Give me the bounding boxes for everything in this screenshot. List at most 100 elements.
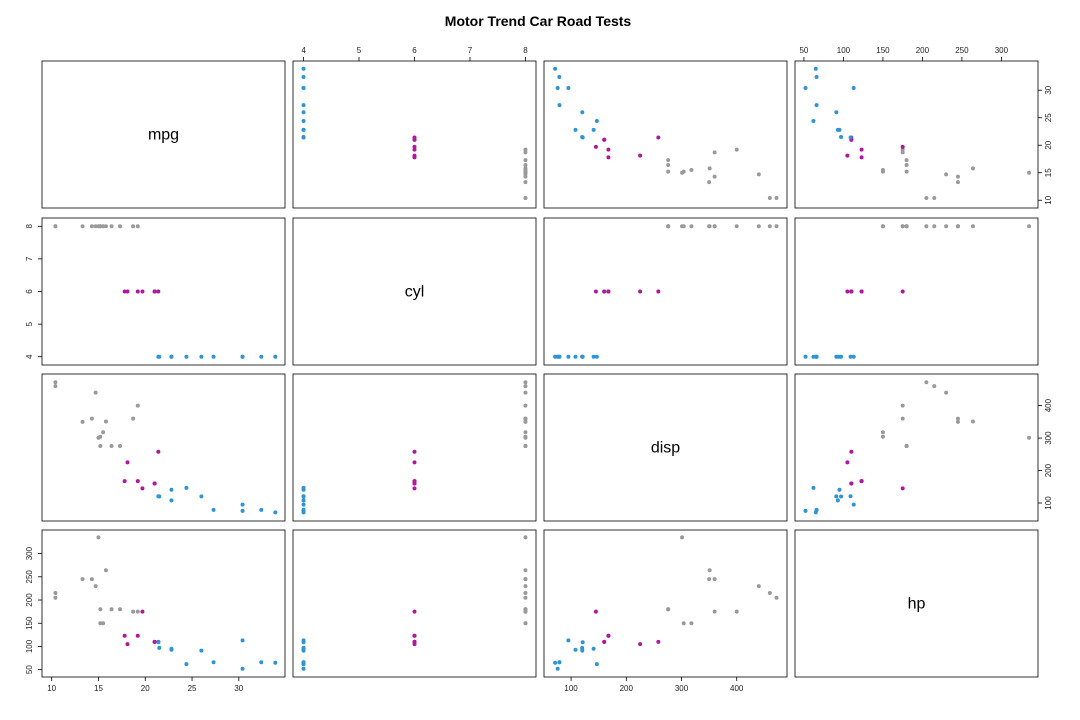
point-disp-mpg-14 <box>774 196 779 201</box>
point-hp-cyl-29 <box>900 289 905 294</box>
panel-frame <box>543 373 788 522</box>
point-hp-cyl-31 <box>848 354 853 359</box>
panels-layer: mpg cyl disp hp 10 15 20 25 30 4 5 6 7 8 100 200 300 400 5… <box>25 46 1053 693</box>
point-cyl-disp-27 <box>301 502 306 507</box>
point-disp-mpg-17 <box>557 75 562 80</box>
point-hp-disp-2 <box>835 498 840 503</box>
point-disp-mpg-28 <box>707 166 712 171</box>
point-cyl-mpg-12 <box>523 158 528 163</box>
point-disp-mpg-18 <box>555 86 560 91</box>
point-mpg-disp-1 <box>152 481 157 486</box>
panel-cyl-vs-mpg <box>41 217 286 366</box>
x-tick-label-cyl-4: 4 <box>301 46 306 55</box>
point-hp-cyl-25 <box>814 354 819 359</box>
point-hp-mpg-5 <box>845 153 850 158</box>
point-disp-cyl-13 <box>666 224 671 229</box>
point-mpg-cyl-28 <box>103 224 108 229</box>
panel-frame <box>41 529 286 678</box>
point-hp-disp-10 <box>859 479 864 484</box>
point-mpg-cyl-30 <box>96 224 101 229</box>
point-mpg-hp-19 <box>273 660 278 665</box>
point-disp-hp-28 <box>707 568 712 573</box>
point-cyl-disp-21 <box>523 430 528 435</box>
point-mpg-disp-21 <box>101 430 106 435</box>
panel-mpg-vs-mpg: mpg <box>41 60 286 209</box>
x-tick-label-mpg-15: 15 <box>94 684 103 693</box>
point-disp-hp-2 <box>573 647 578 652</box>
point-cyl-hp-15 <box>523 591 528 596</box>
y-tick-label-disp-100: 100 <box>1044 496 1053 510</box>
point-disp-hp-8 <box>591 646 596 651</box>
y-tick-label-disp-400: 400 <box>1044 398 1053 412</box>
point-disp-cyl-5 <box>638 289 643 294</box>
point-disp-hp-16 <box>756 584 761 589</box>
point-mpg-hp-18 <box>240 666 245 671</box>
point-cyl-mpg-27 <box>301 86 306 91</box>
point-cyl-disp-25 <box>301 507 306 512</box>
point-mpg-disp-29 <box>140 486 145 491</box>
point-mpg-cyl-1 <box>152 289 157 294</box>
point-hp-cyl-3 <box>849 289 854 294</box>
point-mpg-cyl-6 <box>89 224 94 229</box>
point-hp-mpg-14 <box>924 196 929 201</box>
x-tick-label-cyl-5: 5 <box>357 46 362 55</box>
point-mpg-cyl-29 <box>140 289 145 294</box>
point-disp-cyl-24 <box>734 224 739 229</box>
point-mpg-hp-15 <box>53 591 58 596</box>
point-cyl-hp-20 <box>301 645 306 650</box>
point-hp-disp-24 <box>900 403 905 408</box>
point-hp-mpg-29 <box>900 144 905 149</box>
y-tick-label-disp-200: 200 <box>1044 463 1053 477</box>
point-hp-cyl-10 <box>859 289 864 294</box>
y-tick-label-hp-150: 150 <box>25 616 34 630</box>
point-disp-hp-19 <box>553 660 558 665</box>
point-cyl-disp-14 <box>523 380 528 385</box>
x-tick-label-hp-300: 300 <box>995 46 1009 55</box>
x-axis-cyl: 4 5 6 7 8 <box>301 46 528 61</box>
point-mpg-disp-30 <box>96 435 101 440</box>
panel-mpg-vs-cyl <box>292 60 537 209</box>
point-cyl-disp-24 <box>523 403 528 408</box>
point-cyl-disp-3 <box>412 449 417 454</box>
y-tick-label-cyl-5: 5 <box>25 321 34 326</box>
y-tick-label-hp-100: 100 <box>25 639 34 653</box>
point-mpg-hp-13 <box>98 607 103 612</box>
y-tick-label-cyl-4: 4 <box>25 354 34 359</box>
point-hp-mpg-10 <box>859 155 864 160</box>
point-disp-cyl-16 <box>756 224 761 229</box>
point-disp-mpg-9 <box>606 147 611 152</box>
point-cyl-mpg-28 <box>523 166 528 171</box>
point-mpg-cyl-11 <box>109 224 114 229</box>
point-disp-mpg-21 <box>689 167 694 172</box>
point-mpg-hp-20 <box>157 645 162 650</box>
point-mpg-hp-10 <box>122 633 127 638</box>
y-tick-label-hp-50: 50 <box>25 665 34 674</box>
point-mpg-disp-28 <box>103 419 108 424</box>
panel-frame <box>543 60 788 209</box>
point-mpg-disp-12 <box>117 443 122 448</box>
point-cyl-disp-13 <box>523 443 528 448</box>
point-disp-hp-29 <box>593 609 598 614</box>
point-disp-cyl-21 <box>689 224 694 229</box>
point-disp-mpg-23 <box>707 180 712 185</box>
point-mpg-disp-26 <box>199 494 204 499</box>
point-cyl-hp-26 <box>301 648 306 653</box>
point-hp-cyl-27 <box>851 354 856 359</box>
point-mpg-hp-6 <box>89 577 94 582</box>
y-tick-label-cyl-8: 8 <box>25 223 34 228</box>
point-cyl-disp-8 <box>301 487 306 492</box>
point-hp-cyl-15 <box>932 224 937 229</box>
point-hp-mpg-6 <box>955 174 960 179</box>
point-hp-mpg-25 <box>814 103 819 108</box>
point-mpg-cyl-10 <box>122 289 127 294</box>
point-cyl-disp-29 <box>412 486 417 491</box>
point-mpg-disp-13 <box>98 443 103 448</box>
point-cyl-disp-15 <box>523 384 528 389</box>
point-cyl-hp-22 <box>523 621 528 626</box>
point-disp-mpg-15 <box>767 196 772 201</box>
panel-frame <box>292 217 537 366</box>
x-tick-label-hp-250: 250 <box>955 46 969 55</box>
point-disp-cyl-14 <box>774 224 779 229</box>
point-cyl-mpg-24 <box>523 147 528 152</box>
point-mpg-disp-6 <box>89 416 94 421</box>
